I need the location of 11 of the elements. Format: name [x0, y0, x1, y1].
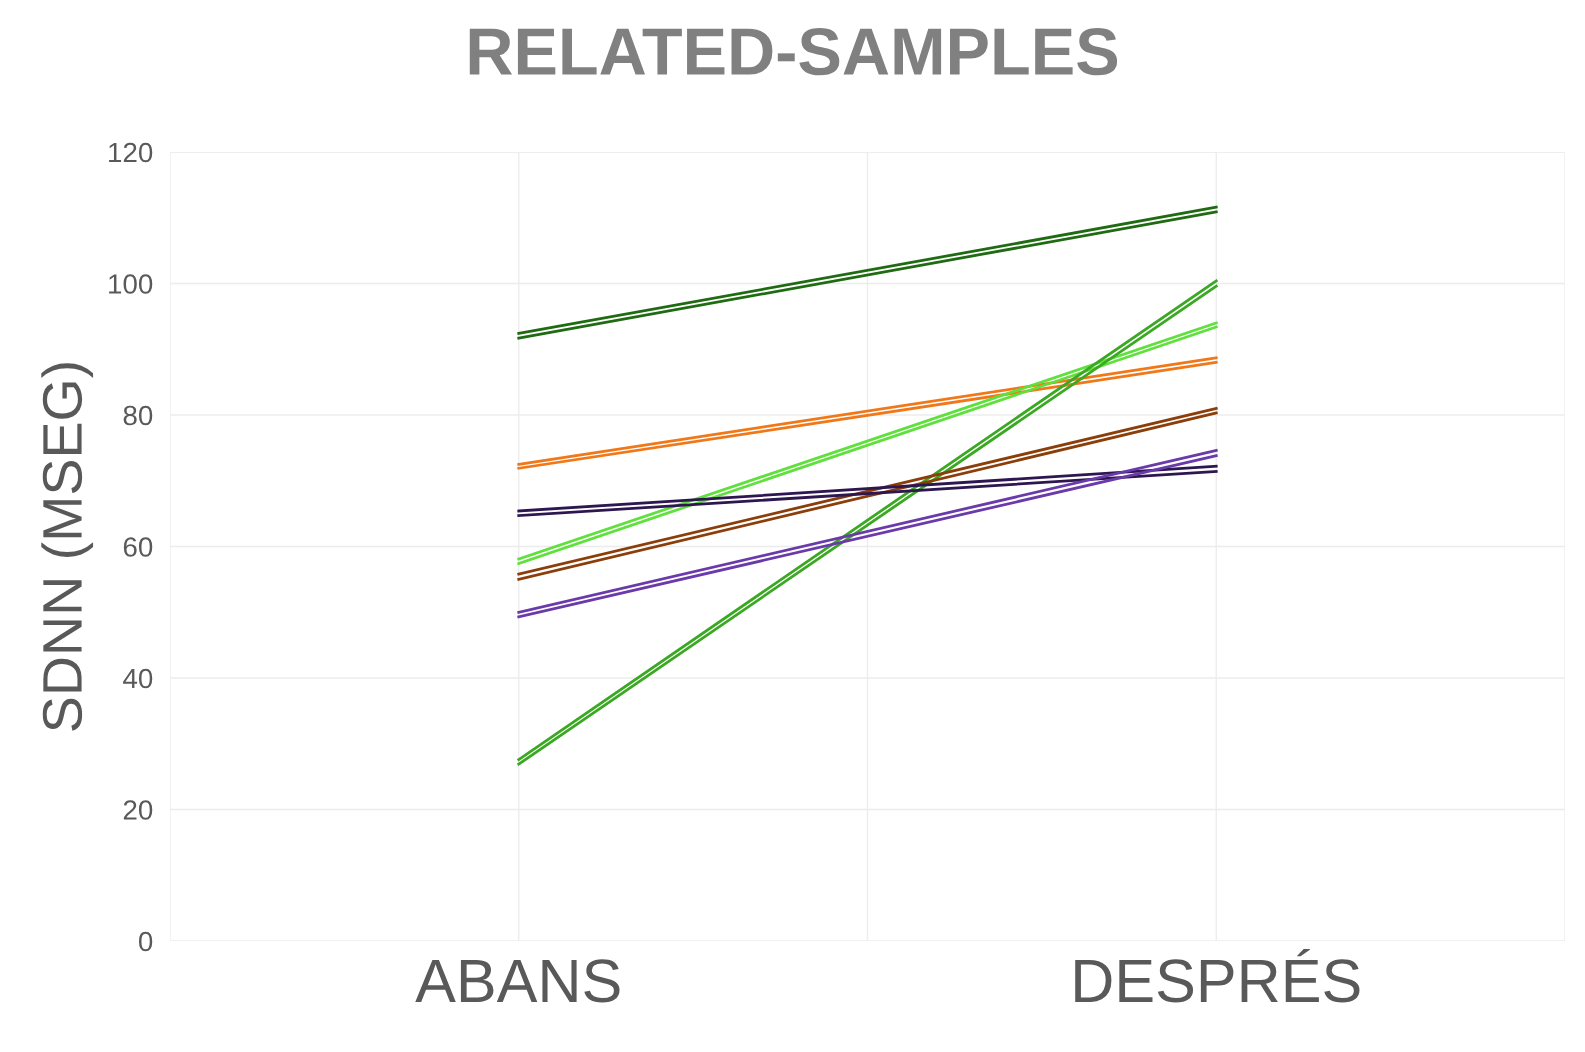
chart-title: RELATED-SAMPLES	[469, 28, 1118, 76]
y-tick-label: 40	[123, 668, 153, 689]
y-tick-label: 100	[109, 274, 153, 294]
y-tick-label: 80	[123, 405, 153, 426]
y-tick-label: 60	[123, 537, 153, 557]
y-axis-title: SDNN (MSEG)	[41, 363, 94, 731]
x-tick-label: DESPRÉS	[1075, 948, 1360, 1003]
y-tick-label: 20	[123, 800, 153, 820]
y-tick-label: 120	[109, 142, 153, 163]
x-tick-label: ABANS	[415, 959, 620, 1003]
y-tick-label: 0	[138, 931, 153, 952]
